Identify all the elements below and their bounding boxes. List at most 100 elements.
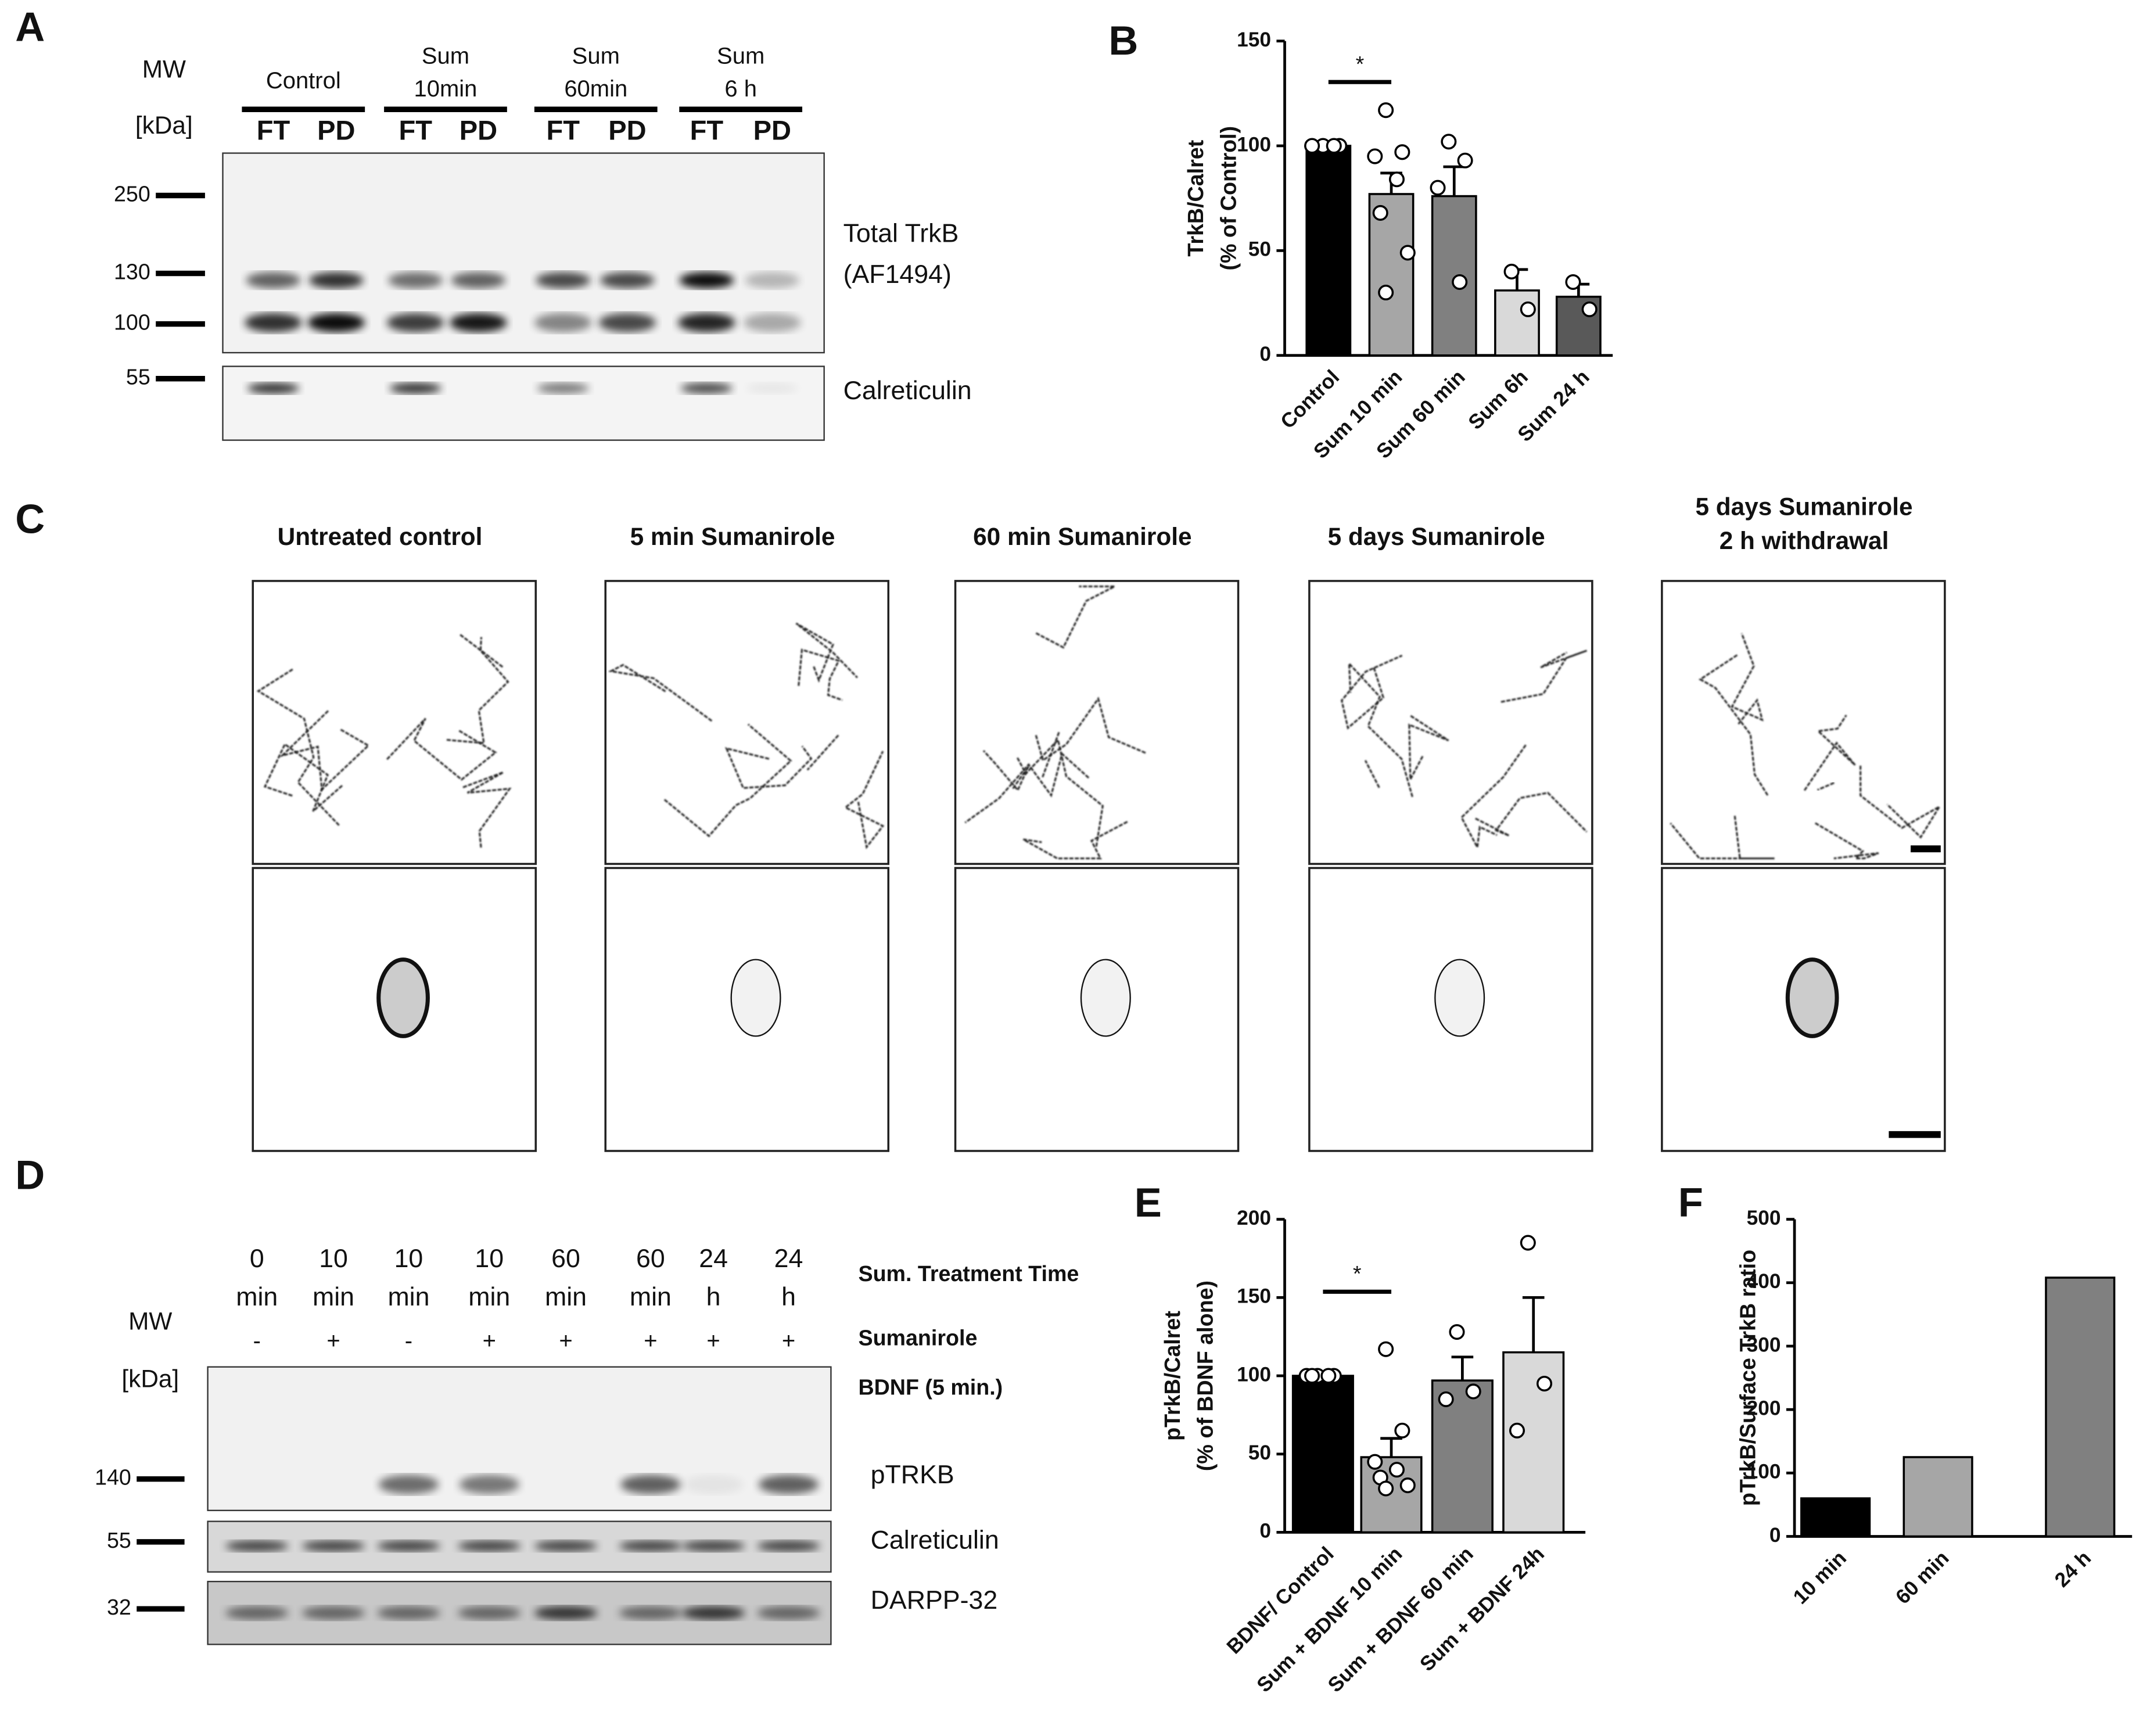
data-point	[1388, 171, 1405, 188]
marker-label: 32	[107, 1595, 131, 1619]
lane-label: FT	[257, 115, 290, 146]
soma	[1434, 959, 1485, 1037]
label: min	[630, 1283, 672, 1311]
band-label: (AF1494)	[843, 260, 952, 289]
group-label: Sum	[717, 43, 764, 69]
neurite	[1348, 661, 1413, 797]
neurite	[386, 718, 497, 781]
neurite	[1860, 765, 1942, 839]
label: h	[781, 1283, 796, 1311]
band	[537, 382, 590, 394]
label: -	[405, 1328, 412, 1354]
significance: *	[1353, 1261, 1362, 1286]
panel-label: D	[15, 1152, 45, 1198]
significance: *	[1356, 52, 1365, 76]
group-label: 60min	[564, 76, 627, 102]
micrograph	[604, 580, 890, 865]
data-point	[1399, 1477, 1416, 1494]
band-label: Calreticulin	[843, 376, 972, 405]
label: min	[545, 1283, 587, 1311]
y-tick-label: 50	[1248, 238, 1271, 261]
y-tick-label: 0	[1769, 1524, 1781, 1547]
bar	[1800, 1497, 1871, 1538]
band-label: Calreticulin	[871, 1526, 999, 1555]
band	[225, 1606, 289, 1620]
neurite	[1803, 715, 1856, 791]
data-point	[1378, 102, 1394, 119]
data-point	[1565, 274, 1581, 290]
lane-label: PD	[753, 115, 791, 146]
micrograph	[954, 580, 1240, 865]
band	[389, 382, 441, 394]
band	[534, 1540, 598, 1552]
y-tick-label: 0	[1259, 343, 1271, 365]
band	[746, 382, 798, 394]
y-tick-label: 200	[1237, 1207, 1271, 1229]
band-label: DARPP-32	[871, 1586, 998, 1615]
image-title: 2 h withdrawal	[1720, 527, 1889, 554]
soma	[730, 959, 781, 1037]
neurite	[1408, 715, 1449, 783]
band	[308, 272, 364, 289]
band	[536, 272, 591, 289]
label: +	[706, 1328, 720, 1354]
soma	[1080, 959, 1131, 1037]
bar	[2045, 1276, 2116, 1538]
marker-label: 55	[126, 365, 150, 389]
lane-label: PD	[317, 115, 355, 146]
y-axis-label: (% of Control)	[1216, 126, 1240, 271]
marker-label: 100	[114, 310, 150, 335]
y-axis-label: (% of BDNF alone)	[1193, 1281, 1217, 1471]
neurite	[1017, 738, 1104, 847]
label: [kDa]	[121, 1365, 179, 1392]
y-tick-label: 100	[1237, 1363, 1271, 1386]
band-label: pTRKB	[871, 1461, 954, 1489]
band	[598, 313, 656, 332]
band	[225, 1540, 289, 1552]
band	[743, 313, 801, 332]
lane-label: FT	[690, 115, 724, 146]
data-point	[1304, 1368, 1320, 1384]
lane-label: PD	[608, 115, 646, 146]
label: +	[559, 1328, 572, 1354]
marker-label: 140	[95, 1465, 131, 1490]
group-label: 10min	[414, 76, 478, 102]
blot	[222, 365, 825, 441]
band	[620, 1475, 681, 1494]
bar	[1903, 1456, 1973, 1538]
data-point	[1367, 148, 1383, 164]
y-tick-label: 300	[1747, 1333, 1781, 1356]
bar	[1368, 193, 1415, 357]
image-title: Untreated control	[278, 523, 483, 550]
band	[377, 1606, 440, 1620]
data-point	[1430, 180, 1446, 196]
image-title: 5 days Sumanirole	[1696, 493, 1913, 520]
micrograph	[1661, 580, 1946, 865]
data-point	[1441, 134, 1457, 150]
y-tick-label: 150	[1237, 28, 1271, 51]
y-tick-label: 400	[1747, 1270, 1781, 1293]
data-point	[1394, 1422, 1410, 1439]
data-point	[1388, 1462, 1405, 1478]
neurite	[1035, 585, 1115, 649]
label: 10	[475, 1244, 504, 1273]
band	[679, 272, 734, 289]
neurite	[460, 634, 504, 669]
y-tick-label: 200	[1747, 1397, 1781, 1419]
band	[681, 1540, 745, 1552]
group-label: Sum	[572, 43, 620, 69]
band	[388, 272, 443, 289]
micrograph	[1308, 580, 1593, 865]
neurite	[964, 752, 1090, 824]
data-point	[1394, 144, 1410, 160]
data-point	[1457, 152, 1473, 168]
neurite	[263, 743, 343, 812]
data-point	[1326, 138, 1342, 154]
neurite	[843, 751, 885, 849]
image-title: 5 days Sumanirole	[1328, 523, 1545, 550]
panel-label: F	[1678, 1179, 1703, 1225]
band	[600, 272, 655, 289]
label: min	[468, 1283, 510, 1311]
y-tick-label: 0	[1259, 1520, 1271, 1543]
label: +	[483, 1328, 496, 1354]
